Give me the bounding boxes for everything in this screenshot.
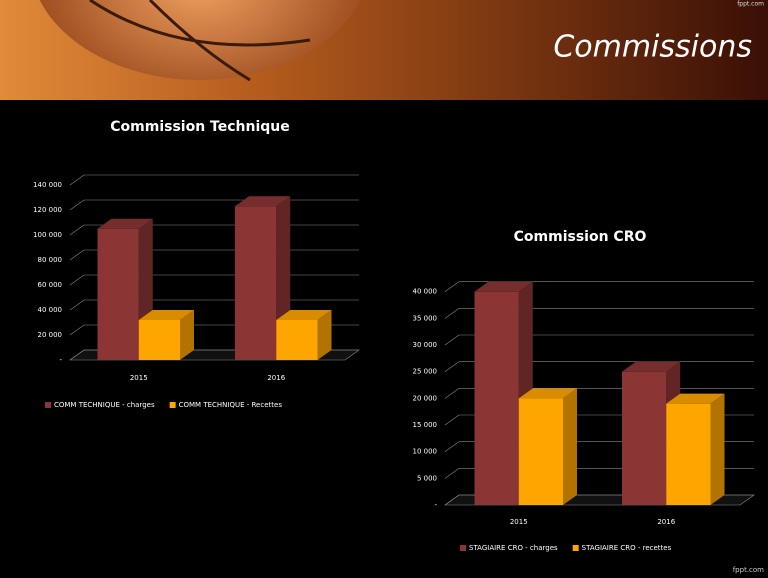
y-tick-label: 80 000 <box>38 256 63 264</box>
y-tick-label: 20 000 <box>413 394 438 402</box>
slide: Commissions fppt.com fppt.com Commission… <box>0 0 768 578</box>
x-tick-label: 2015 <box>130 374 148 382</box>
y-tick-label: 140 000 <box>33 181 62 189</box>
bar <box>519 398 563 505</box>
y-tick-label: 35 000 <box>413 314 438 322</box>
bar <box>475 292 519 505</box>
legend-swatch <box>460 545 466 551</box>
x-tick-label: 2016 <box>267 374 285 382</box>
y-tick-label: 20 000 <box>38 331 63 339</box>
legend-label: STAGIAIRE CRO - recettes <box>582 544 672 552</box>
bar <box>622 372 666 505</box>
y-tick-label: 120 000 <box>33 206 62 214</box>
bar-side <box>711 394 725 505</box>
legend-label: STAGIAIRE CRO - charges <box>469 544 558 552</box>
legend-label: COMM TECHNIQUE - charges <box>54 401 155 409</box>
header-credit: fppt.com <box>737 1 764 8</box>
y-tick-label: 15 000 <box>413 421 438 429</box>
x-tick-label: 2015 <box>510 518 528 526</box>
y-tick-label: 10 000 <box>413 448 438 456</box>
chart-title: Commission CRO <box>514 229 647 245</box>
slide-title: Commissions <box>553 30 752 65</box>
chart-title: Commission Technique <box>110 119 290 135</box>
bar-side <box>563 388 577 505</box>
legend-swatch <box>45 402 51 408</box>
bar <box>235 206 276 360</box>
x-tick-label: 2016 <box>657 518 675 526</box>
legend-swatch <box>170 402 176 408</box>
y-tick-label: 30 000 <box>413 341 438 349</box>
y-tick-label: 40 000 <box>38 306 63 314</box>
legend-swatch <box>573 545 579 551</box>
y-tick-label: 100 000 <box>33 231 62 239</box>
y-tick-label: 40 000 <box>413 288 438 296</box>
y-tick-label: 25 000 <box>413 368 438 376</box>
legend-label: COMM TECHNIQUE - Recettes <box>179 401 283 409</box>
bar <box>276 320 317 360</box>
bar <box>666 404 710 505</box>
bar <box>139 320 180 360</box>
bar <box>98 229 139 360</box>
y-tick-label: 60 000 <box>38 281 63 289</box>
y-tick-label: 5 000 <box>417 474 437 482</box>
footer: fppt.com <box>733 566 764 574</box>
